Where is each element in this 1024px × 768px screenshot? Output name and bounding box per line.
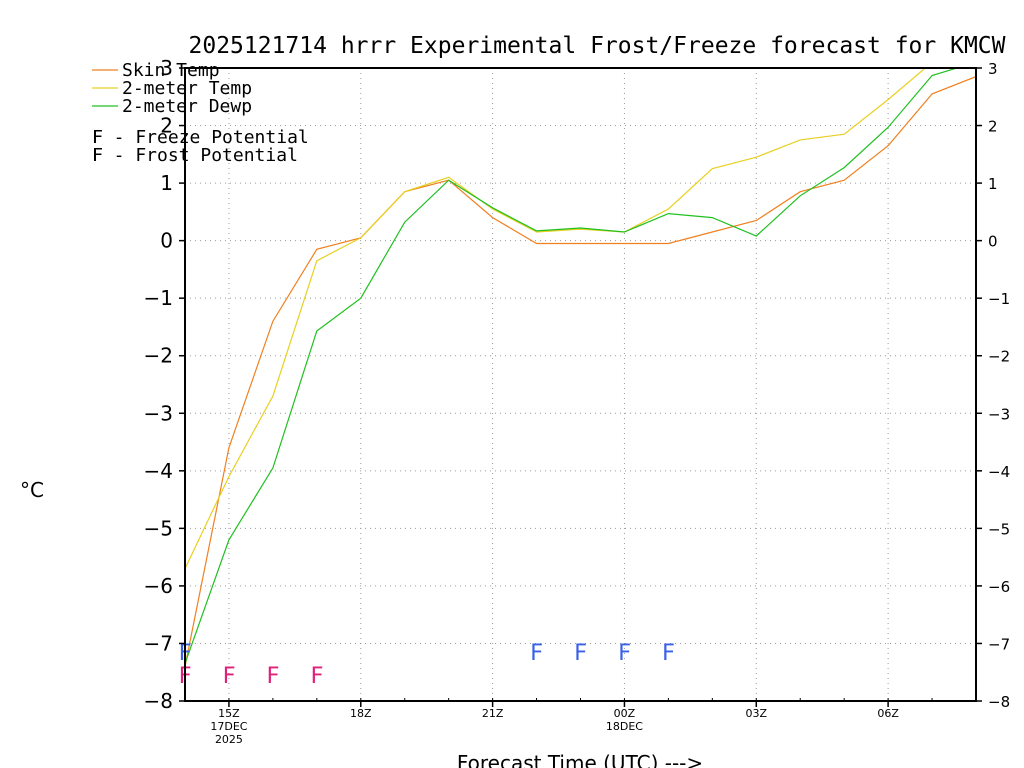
y-tick-label-left: −5	[144, 516, 173, 540]
x-tick-label: 18Z	[350, 707, 372, 720]
series-line-2-meter-dewp	[185, 68, 959, 664]
y-tick-label-left: −4	[144, 459, 173, 483]
y-tick-label-left: 1	[160, 171, 173, 195]
legend-label: F - Frost Potential	[92, 145, 298, 166]
y-tick-label-right: 1	[988, 175, 998, 193]
legend-marker: F	[92, 127, 103, 148]
plot-frame	[184, 67, 977, 702]
y-tick-label-left: −6	[144, 574, 173, 598]
y-tick-label-right: −1	[988, 290, 1010, 308]
legend-label: 2-meter Temp	[122, 78, 252, 99]
frost-marker: F	[574, 641, 587, 666]
y-tick-label-right: 2	[988, 118, 998, 136]
chart-title: 2025121714 hrrr Experimental Frost/Freez…	[189, 33, 1006, 59]
x-tick-label: 21Z	[482, 707, 504, 720]
x-axis-label: Forecast Time (UTC) --->	[457, 751, 703, 768]
y-tick-label-right: −7	[988, 635, 1010, 653]
freeze-marker: F	[266, 664, 279, 689]
x-tick-label: 17DEC	[210, 720, 247, 733]
y-tick-label-right: 3	[988, 60, 998, 78]
legend-marker: F	[92, 145, 103, 166]
legend-label: Skin Temp	[122, 60, 220, 81]
y-axis-ticks: 3 3 2 2 1 1 0 0 −1 −1 −2 −2 −3 −3 −4 −4 −5 −5 −6 −6 −7 −7 −8 −8	[144, 56, 1011, 713]
freeze-marker: F	[310, 664, 323, 689]
series-line-2-meter-temp	[185, 68, 927, 569]
y-tick-label-left: −8	[144, 689, 173, 713]
grid	[185, 68, 976, 701]
potential-markers: F F F FF F F F F	[178, 641, 675, 689]
frost-marker: F	[530, 641, 543, 666]
y-tick-label-right: 0	[988, 233, 998, 251]
x-tick-label: 2025	[215, 733, 243, 746]
x-tick-label: 06Z	[877, 707, 899, 720]
legend-marker-overlay: F	[92, 127, 103, 148]
y-tick-label-left: −2	[144, 344, 173, 368]
y-tick-label-right: −2	[988, 348, 1010, 366]
series-line-skin-temp	[185, 76, 976, 667]
freeze-marker: F	[222, 664, 235, 689]
y-tick-label-left: 3	[160, 56, 173, 80]
y-tick-label-left: 0	[160, 229, 173, 253]
legend-label: F - Freeze Potential	[92, 127, 309, 148]
y-tick-label-right: −4	[988, 463, 1010, 481]
y-tick-label-left: 2	[160, 114, 173, 138]
y-tick-label-right: −3	[988, 405, 1010, 423]
y-axis-label: °C	[20, 478, 44, 502]
x-tick-label: 15Z	[218, 707, 240, 720]
x-tick-label: 03Z	[746, 707, 768, 720]
legend-label: 2-meter Dewp	[122, 96, 252, 117]
y-tick-label-right: −5	[988, 520, 1010, 538]
y-tick-label-left: −1	[144, 286, 173, 310]
frost-marker: F	[618, 641, 631, 666]
y-tick-label-left: −7	[144, 631, 173, 655]
legend-marker-overlay: F	[92, 145, 103, 166]
y-tick-label-right: −6	[988, 578, 1010, 596]
y-tick-label-left: −3	[144, 401, 173, 425]
frost-marker: F	[662, 641, 675, 666]
series-lines	[185, 68, 976, 667]
x-tick-label: 00Z	[614, 707, 636, 720]
y-tick-label-right: −8	[988, 693, 1010, 711]
x-tick-label: 18DEC	[606, 720, 643, 733]
